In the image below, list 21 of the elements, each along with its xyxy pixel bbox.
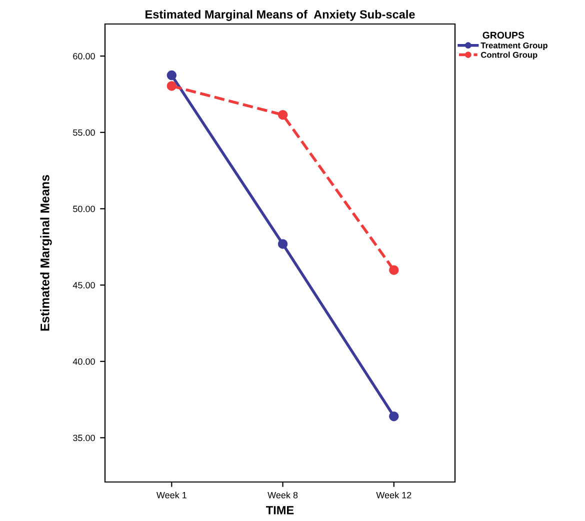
point xyxy=(166,81,177,91)
chart-title: Estimated Marginal Means of Anxiety Sub-scale xyxy=(146,10,415,21)
y-tick-label: 35.00 xyxy=(73,434,95,442)
y-tick-label: 50.00 xyxy=(73,206,95,212)
y-tick-label: 40.00 xyxy=(72,358,95,365)
point xyxy=(166,70,177,80)
point xyxy=(389,265,399,275)
legend-label: Control Group xyxy=(481,52,538,60)
x-tick-label: Week 12 xyxy=(376,492,412,498)
x-tick-label: Week 1 xyxy=(156,492,186,498)
y-axis-title: Estimated Marginal Means xyxy=(40,175,52,331)
point xyxy=(278,110,288,120)
x-tick-label: Week 8 xyxy=(268,492,298,498)
legend-title: GROUPS xyxy=(482,32,524,39)
y-tick-label: 55.00 xyxy=(73,129,95,136)
legend-label: Treatment Group xyxy=(480,42,548,50)
point xyxy=(389,411,399,422)
y-tick-label: 45.00 xyxy=(72,282,95,288)
point xyxy=(278,239,288,249)
y-tick-label: 60.00 xyxy=(73,53,95,60)
x-axis-title: TIME xyxy=(266,506,294,514)
